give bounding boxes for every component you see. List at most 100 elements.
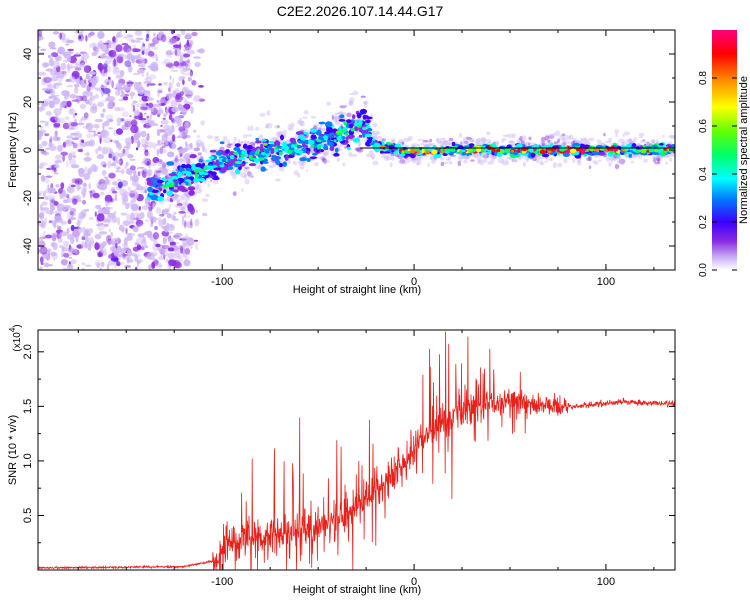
halo-point xyxy=(331,114,334,120)
halo-point xyxy=(301,129,309,133)
halo-point xyxy=(391,141,395,144)
noise-point xyxy=(157,88,163,91)
ridge-point xyxy=(348,136,353,139)
noise-point xyxy=(80,188,87,196)
noise-point xyxy=(176,203,183,207)
halo-point xyxy=(621,141,625,146)
noise-point xyxy=(65,43,70,46)
noise-point xyxy=(183,212,187,219)
ridge-point xyxy=(541,153,550,158)
noise-point xyxy=(86,133,94,139)
halo-point xyxy=(490,157,495,162)
ridge-point xyxy=(358,134,363,138)
noise-point xyxy=(137,64,145,67)
peak-point xyxy=(364,133,372,138)
noise-point xyxy=(47,184,50,190)
noise-point xyxy=(109,148,113,153)
x-tick-label: 100 xyxy=(597,576,615,588)
noise-point xyxy=(155,53,158,62)
noise-point xyxy=(38,192,42,197)
halo-point xyxy=(219,146,225,151)
noise-point xyxy=(58,237,63,243)
peak-point xyxy=(511,150,514,153)
halo-point xyxy=(513,157,518,163)
noise-point xyxy=(69,93,77,99)
noise-point xyxy=(60,182,65,190)
noise-point xyxy=(39,246,48,255)
ridge-point xyxy=(196,164,203,168)
noise-point xyxy=(126,81,135,85)
noise-point xyxy=(63,208,67,212)
noise-point xyxy=(52,242,58,251)
halo-point xyxy=(568,134,574,139)
noise-point xyxy=(114,70,119,73)
noise-point xyxy=(184,42,192,51)
noise-point xyxy=(89,77,98,86)
halo-point xyxy=(478,158,482,164)
noise-point xyxy=(94,233,102,240)
noise-point xyxy=(137,233,145,238)
noise-point xyxy=(95,42,104,50)
noise-point xyxy=(194,61,201,68)
peak-point xyxy=(319,135,325,141)
halo-point xyxy=(422,139,429,143)
noise-point xyxy=(57,225,60,229)
noise-point xyxy=(124,164,128,170)
noise-point xyxy=(101,169,107,176)
noise-point xyxy=(196,49,204,53)
halo-point xyxy=(398,139,404,144)
halo-point xyxy=(292,160,298,165)
noise-point xyxy=(168,113,173,121)
ridge-point xyxy=(166,161,175,166)
noise-point xyxy=(111,188,116,192)
halo-point xyxy=(520,135,527,141)
noise-point xyxy=(116,128,123,135)
halo-point xyxy=(516,137,524,143)
noise-point xyxy=(189,206,195,215)
halo-point xyxy=(381,138,386,141)
noise-point xyxy=(81,139,85,143)
noise-point xyxy=(130,199,137,203)
noise-point xyxy=(170,99,178,108)
halo-point xyxy=(539,162,545,166)
peak-point xyxy=(271,157,277,161)
peak-point xyxy=(296,145,303,149)
peak-point xyxy=(316,144,321,150)
halo-point xyxy=(476,137,482,143)
noise-point xyxy=(50,52,59,58)
noise-point xyxy=(115,242,118,249)
halo-point xyxy=(372,136,379,139)
ridge-point xyxy=(174,185,179,188)
x-tick-label: 100 xyxy=(597,276,615,288)
noise-point xyxy=(70,259,77,265)
noise-point xyxy=(66,186,75,194)
noise-point xyxy=(38,212,45,220)
halo-point xyxy=(528,136,532,141)
noise-point xyxy=(135,266,138,270)
halo-point xyxy=(480,138,486,144)
halo-point xyxy=(227,143,233,146)
halo-point xyxy=(654,162,661,165)
peak-point xyxy=(182,170,186,174)
ridge-point xyxy=(280,134,284,141)
noise-point xyxy=(171,143,177,149)
halo-point xyxy=(544,135,549,141)
halo-point xyxy=(668,135,675,138)
noise-point xyxy=(61,73,67,77)
noise-point xyxy=(99,222,104,226)
noise-point xyxy=(162,217,167,226)
halo-point xyxy=(344,104,348,108)
halo-point xyxy=(562,141,567,147)
peak-point xyxy=(375,142,381,148)
noise-point xyxy=(112,216,118,224)
halo-point xyxy=(485,139,491,143)
halo-point xyxy=(340,110,343,115)
peak-point xyxy=(350,127,355,132)
noise-point xyxy=(183,259,191,267)
halo-point xyxy=(299,117,302,121)
halo-point xyxy=(150,163,157,167)
peak-point xyxy=(529,148,534,153)
noise-point xyxy=(135,188,139,191)
noise-point xyxy=(141,138,146,146)
halo-point xyxy=(344,146,348,149)
